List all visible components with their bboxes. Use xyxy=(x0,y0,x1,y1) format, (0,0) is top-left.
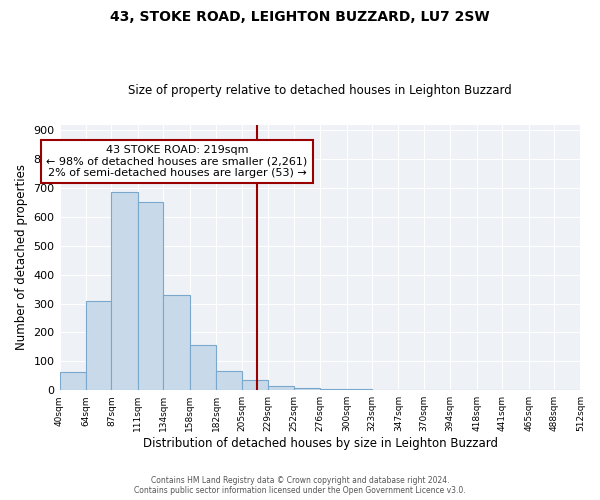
X-axis label: Distribution of detached houses by size in Leighton Buzzard: Distribution of detached houses by size … xyxy=(143,437,497,450)
Bar xyxy=(163,295,190,390)
Bar xyxy=(138,202,163,390)
Bar xyxy=(190,346,216,390)
Text: 43 STOKE ROAD: 219sqm
← 98% of detached houses are smaller (2,261)
2% of semi-de: 43 STOKE ROAD: 219sqm ← 98% of detached … xyxy=(46,145,308,178)
Title: Size of property relative to detached houses in Leighton Buzzard: Size of property relative to detached ho… xyxy=(128,84,512,97)
Bar xyxy=(268,386,293,390)
Y-axis label: Number of detached properties: Number of detached properties xyxy=(15,164,28,350)
Bar xyxy=(86,300,112,390)
Bar xyxy=(320,389,347,390)
Text: Contains HM Land Registry data © Crown copyright and database right 2024.
Contai: Contains HM Land Registry data © Crown c… xyxy=(134,476,466,495)
Bar xyxy=(59,372,86,390)
Bar xyxy=(293,388,320,390)
Bar xyxy=(112,192,138,390)
Bar xyxy=(216,371,242,390)
Text: 43, STOKE ROAD, LEIGHTON BUZZARD, LU7 2SW: 43, STOKE ROAD, LEIGHTON BUZZARD, LU7 2S… xyxy=(110,10,490,24)
Bar xyxy=(242,380,268,390)
